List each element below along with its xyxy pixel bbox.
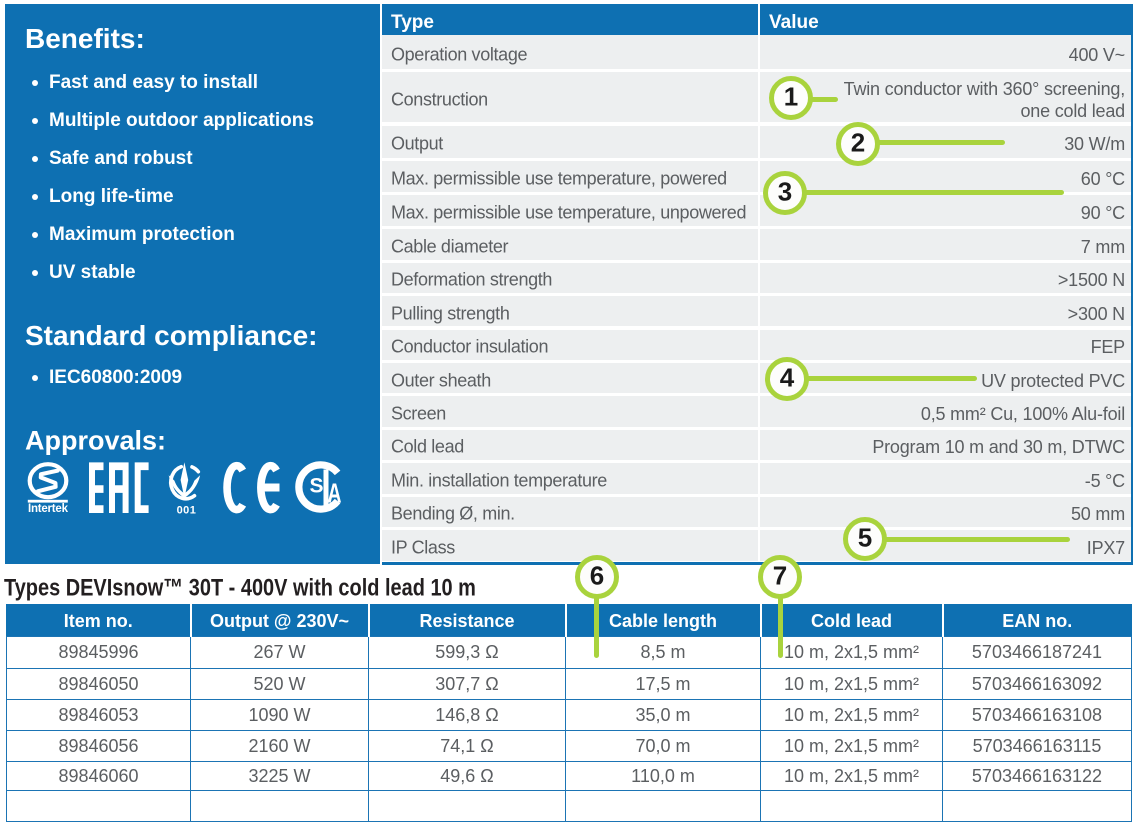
svg-text:A: A — [327, 478, 341, 509]
svg-text:S: S — [309, 475, 323, 498]
svg-text:001: 001 — [177, 504, 197, 516]
svg-text:Intertek: Intertek — [28, 503, 69, 515]
